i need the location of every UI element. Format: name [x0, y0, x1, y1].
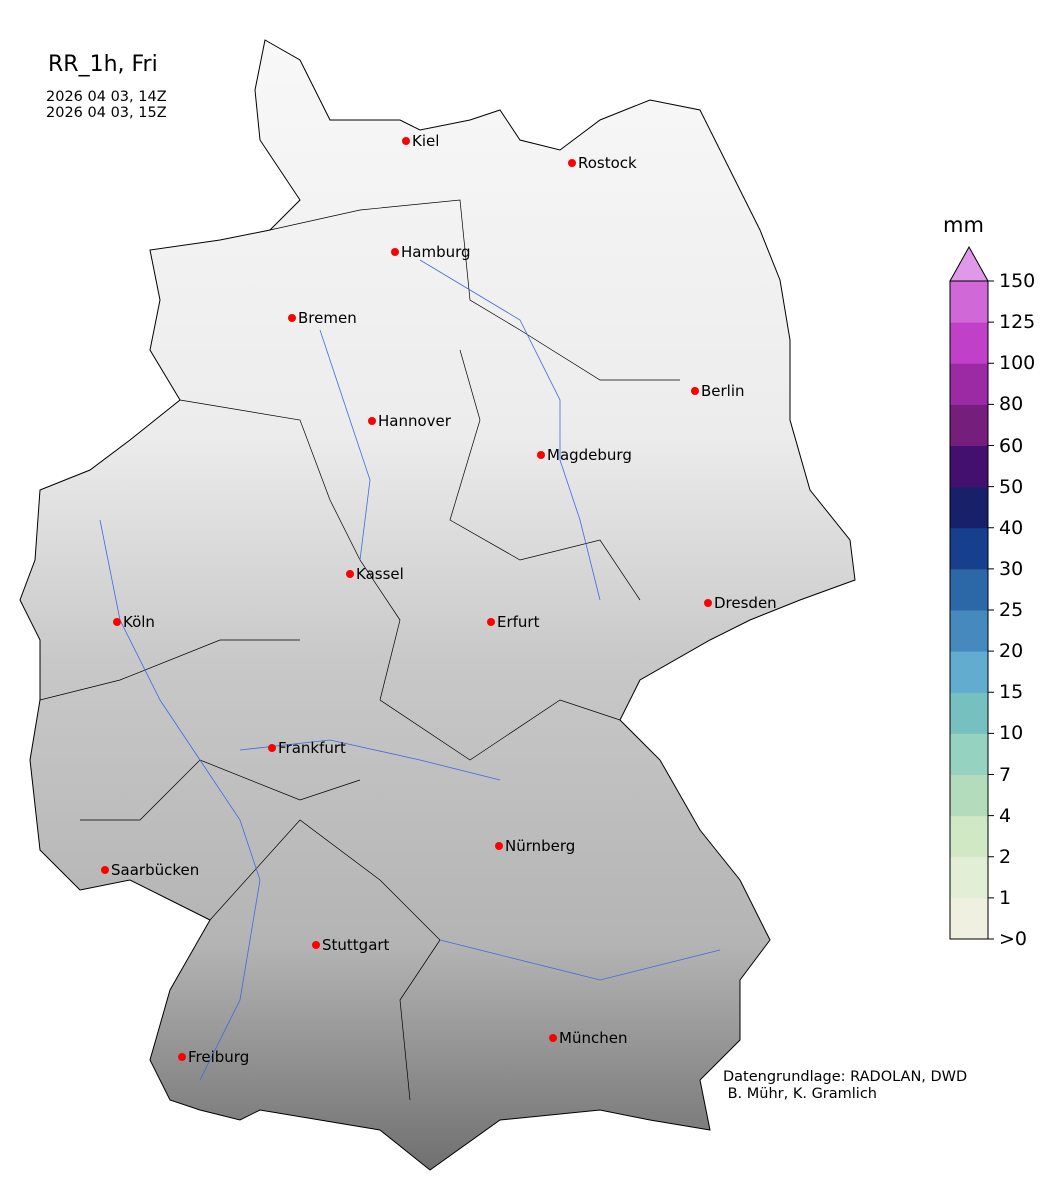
- city-marker: [391, 248, 399, 256]
- colorbar-segment: [950, 815, 988, 858]
- city-stuttgart: Stuttgart: [312, 936, 390, 954]
- colorbar-segment: [950, 527, 988, 570]
- colorbar-tick-label: 15: [999, 681, 1024, 704]
- city-marker: [537, 451, 545, 459]
- colorbar-extend-arrow: [949, 245, 989, 282]
- colorbar-tick-label: 1: [999, 886, 1012, 909]
- city-label: Frankfurt: [278, 739, 346, 757]
- colorbar-segment: [950, 568, 988, 611]
- colorbar-tick-label: >0: [999, 928, 1028, 950]
- map-title: RR_1h, Fri: [48, 52, 158, 77]
- city-münchen: München: [549, 1029, 627, 1047]
- city-label: Rostock: [578, 154, 637, 172]
- city-label: Nürnberg: [505, 837, 575, 855]
- city-kassel: Kassel: [346, 565, 404, 583]
- city-marker: [178, 1053, 186, 1061]
- city-label: Dresden: [714, 594, 777, 612]
- period-end: 2026 04 03, 15Z: [46, 105, 167, 121]
- city-label: Saarbücken: [111, 861, 199, 879]
- period-start: 2026 04 03, 14Z: [46, 89, 167, 105]
- city-marker: [288, 314, 296, 322]
- colorbar-segment: [950, 281, 988, 323]
- colorbar-segment: [950, 774, 988, 817]
- colorbar-segment: [950, 486, 988, 529]
- colorbar-tick-label: 4: [999, 804, 1012, 827]
- colorbar-tick-label: 50: [999, 475, 1024, 498]
- colorbar-segment: [950, 322, 988, 364]
- colorbar-tick-label: 150: [999, 270, 1036, 292]
- city-marker: [312, 941, 320, 949]
- city-marker: [704, 599, 712, 607]
- city-marker: [495, 842, 503, 850]
- city-marker: [402, 137, 410, 145]
- colorbar-segment: [950, 651, 988, 693]
- city-marker: [101, 866, 109, 874]
- city-freiburg: Freiburg: [178, 1048, 249, 1066]
- city-label: Köln: [123, 613, 155, 631]
- city-marker: [113, 618, 121, 626]
- city-label: München: [559, 1029, 627, 1047]
- city-label: Erfurt: [497, 613, 540, 631]
- colorbar-tick-label: 125: [999, 311, 1036, 334]
- city-label: Hannover: [378, 412, 452, 430]
- city-kiel: Kiel: [402, 132, 439, 150]
- colorbar-tick-label: 100: [999, 352, 1036, 375]
- colorbar-segment: [950, 692, 988, 734]
- germany-outline: [19, 39, 856, 1171]
- city-marker: [549, 1034, 557, 1042]
- city-label: Freiburg: [188, 1048, 249, 1066]
- colorbar-tick-label: 40: [999, 516, 1024, 539]
- colorbar-tick-label: 80: [999, 393, 1024, 416]
- colorbar-tick-label: 10: [999, 722, 1024, 745]
- colorbar-tick-label: 2: [999, 845, 1012, 868]
- city-frankfurt: Frankfurt: [268, 739, 346, 757]
- city-label: Bremen: [298, 309, 357, 327]
- city-magdeburg: Magdeburg: [537, 446, 632, 464]
- city-marker: [487, 618, 495, 626]
- city-marker: [568, 159, 576, 167]
- city-köln: Köln: [113, 613, 155, 631]
- city-nürnberg: Nürnberg: [495, 837, 575, 855]
- city-hannover: Hannover: [368, 412, 452, 430]
- city-rostock: Rostock: [568, 154, 637, 172]
- city-bremen: Bremen: [288, 309, 357, 327]
- colorbar-segment: [950, 856, 988, 899]
- city-berlin: Berlin: [691, 382, 745, 400]
- colorbar-segment: [950, 404, 988, 446]
- colorbar-tick-label: 25: [999, 599, 1024, 621]
- colorbar-tick-label: 20: [999, 640, 1024, 663]
- data-credit: Datengrundlage: RADOLAN, DWD B. Mühr, K.…: [723, 1069, 968, 1102]
- colorbar-tick-label: 60: [999, 434, 1024, 457]
- colorbar: [949, 245, 994, 940]
- city-saarbücken: Saarbücken: [101, 861, 199, 879]
- city-label: Kassel: [356, 565, 404, 583]
- city-marker: [346, 570, 354, 578]
- city-label: Stuttgart: [322, 936, 390, 954]
- colorbar-segment: [950, 897, 988, 940]
- colorbar-segment: [950, 445, 988, 488]
- colorbar-segment: [950, 363, 988, 405]
- rivers: [99, 259, 721, 1081]
- colorbar-tick-label: 7: [999, 763, 1012, 786]
- city-label: Kiel: [412, 132, 439, 150]
- city-marker: [691, 387, 699, 395]
- colorbar-unit: mm: [943, 213, 984, 237]
- colorbar-segment: [950, 610, 988, 652]
- colorbar-tick-label: 30: [999, 557, 1024, 580]
- city-label: Berlin: [701, 382, 745, 400]
- city-erfurt: Erfurt: [487, 613, 540, 631]
- city-marker: [368, 417, 376, 425]
- city-hamburg: Hamburg: [391, 243, 471, 261]
- colorbar-segment: [950, 733, 988, 775]
- city-marker: [268, 744, 276, 752]
- city-label: Hamburg: [401, 243, 471, 261]
- city-label: Magdeburg: [547, 446, 632, 464]
- state-borders: [39, 199, 680, 1101]
- city-dresden: Dresden: [704, 594, 777, 612]
